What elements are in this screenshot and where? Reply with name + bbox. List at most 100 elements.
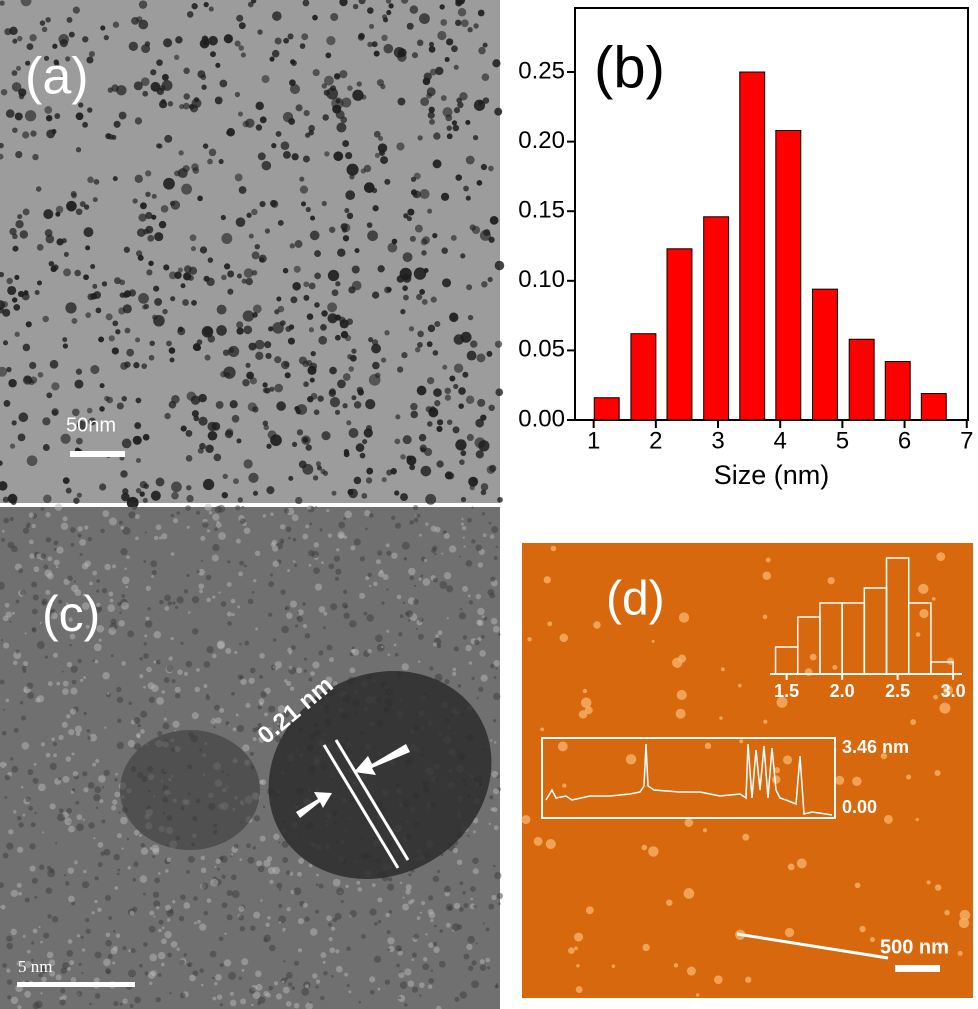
afm-particle bbox=[672, 657, 683, 668]
particle bbox=[118, 111, 127, 120]
noise bbox=[471, 980, 479, 989]
particle bbox=[426, 87, 436, 97]
particle bbox=[430, 296, 437, 303]
noise bbox=[471, 960, 477, 966]
noise bbox=[43, 932, 50, 939]
particle bbox=[476, 353, 486, 363]
noise bbox=[161, 938, 167, 945]
particle bbox=[407, 208, 415, 216]
noise bbox=[82, 593, 86, 597]
noise bbox=[104, 726, 107, 729]
particle bbox=[182, 102, 190, 110]
noise bbox=[153, 915, 156, 918]
noise bbox=[3, 517, 9, 524]
noise bbox=[11, 611, 15, 615]
particle bbox=[351, 348, 357, 354]
noise bbox=[344, 510, 353, 519]
particle bbox=[272, 11, 282, 21]
particle bbox=[17, 433, 26, 442]
noise bbox=[252, 991, 261, 999]
noise bbox=[230, 598, 236, 604]
particle bbox=[369, 23, 375, 29]
particle bbox=[208, 6, 214, 12]
noise bbox=[234, 650, 238, 655]
particle bbox=[123, 246, 130, 253]
noise bbox=[346, 946, 351, 952]
particle bbox=[312, 475, 319, 481]
noise bbox=[66, 714, 71, 719]
noise bbox=[432, 941, 438, 947]
noise bbox=[467, 594, 471, 598]
noise bbox=[245, 702, 251, 708]
particle bbox=[383, 43, 394, 54]
noise bbox=[268, 705, 276, 713]
noise bbox=[288, 665, 293, 670]
afm-particle bbox=[854, 882, 861, 889]
noise bbox=[308, 563, 312, 567]
noise bbox=[427, 908, 434, 915]
particle bbox=[122, 488, 129, 495]
noise bbox=[32, 928, 38, 934]
particle bbox=[287, 33, 294, 40]
particle bbox=[25, 60, 31, 66]
noise bbox=[210, 878, 219, 887]
particle bbox=[465, 155, 475, 165]
noise bbox=[369, 976, 376, 983]
particle bbox=[159, 100, 168, 109]
noise bbox=[63, 578, 70, 585]
noise bbox=[215, 521, 222, 528]
particle bbox=[83, 227, 94, 238]
noise bbox=[66, 949, 74, 957]
particle bbox=[269, 386, 275, 392]
particle bbox=[480, 489, 487, 496]
noise bbox=[22, 934, 26, 938]
particle bbox=[400, 493, 408, 502]
noise bbox=[83, 676, 87, 680]
particle bbox=[156, 59, 163, 66]
noise bbox=[82, 818, 85, 821]
particle bbox=[215, 401, 224, 409]
noise bbox=[94, 993, 101, 999]
noise bbox=[10, 928, 18, 936]
particle bbox=[37, 371, 44, 378]
particle bbox=[201, 84, 207, 90]
noise bbox=[493, 825, 499, 831]
noise bbox=[282, 856, 289, 863]
particle bbox=[275, 130, 282, 137]
x-tick-label: 3 bbox=[711, 427, 724, 454]
noise bbox=[81, 972, 84, 975]
noise bbox=[7, 995, 12, 1000]
noise bbox=[465, 644, 472, 652]
noise bbox=[59, 610, 65, 617]
particle bbox=[9, 443, 16, 449]
noise bbox=[121, 661, 126, 666]
noise bbox=[492, 719, 497, 723]
particle bbox=[410, 410, 419, 419]
noise bbox=[67, 939, 73, 944]
particle bbox=[111, 347, 119, 355]
afm-particle bbox=[796, 858, 807, 869]
noise bbox=[154, 877, 161, 884]
particle bbox=[487, 276, 493, 283]
particle bbox=[310, 350, 316, 357]
noise bbox=[278, 921, 282, 924]
particle bbox=[384, 286, 391, 294]
noise bbox=[416, 513, 421, 518]
noise bbox=[65, 602, 69, 605]
noise bbox=[264, 712, 268, 717]
noise bbox=[38, 864, 45, 870]
noise bbox=[288, 651, 292, 655]
noise bbox=[148, 925, 156, 933]
noise bbox=[27, 769, 34, 776]
afm-particle bbox=[574, 946, 578, 951]
noise bbox=[170, 636, 174, 641]
noise bbox=[471, 506, 474, 509]
afm-particle bbox=[575, 986, 583, 994]
particle bbox=[119, 292, 125, 298]
noise bbox=[368, 584, 372, 588]
noise bbox=[40, 992, 43, 995]
noise bbox=[101, 786, 105, 789]
noise bbox=[369, 989, 375, 995]
noise bbox=[98, 775, 106, 783]
noise bbox=[194, 686, 201, 693]
